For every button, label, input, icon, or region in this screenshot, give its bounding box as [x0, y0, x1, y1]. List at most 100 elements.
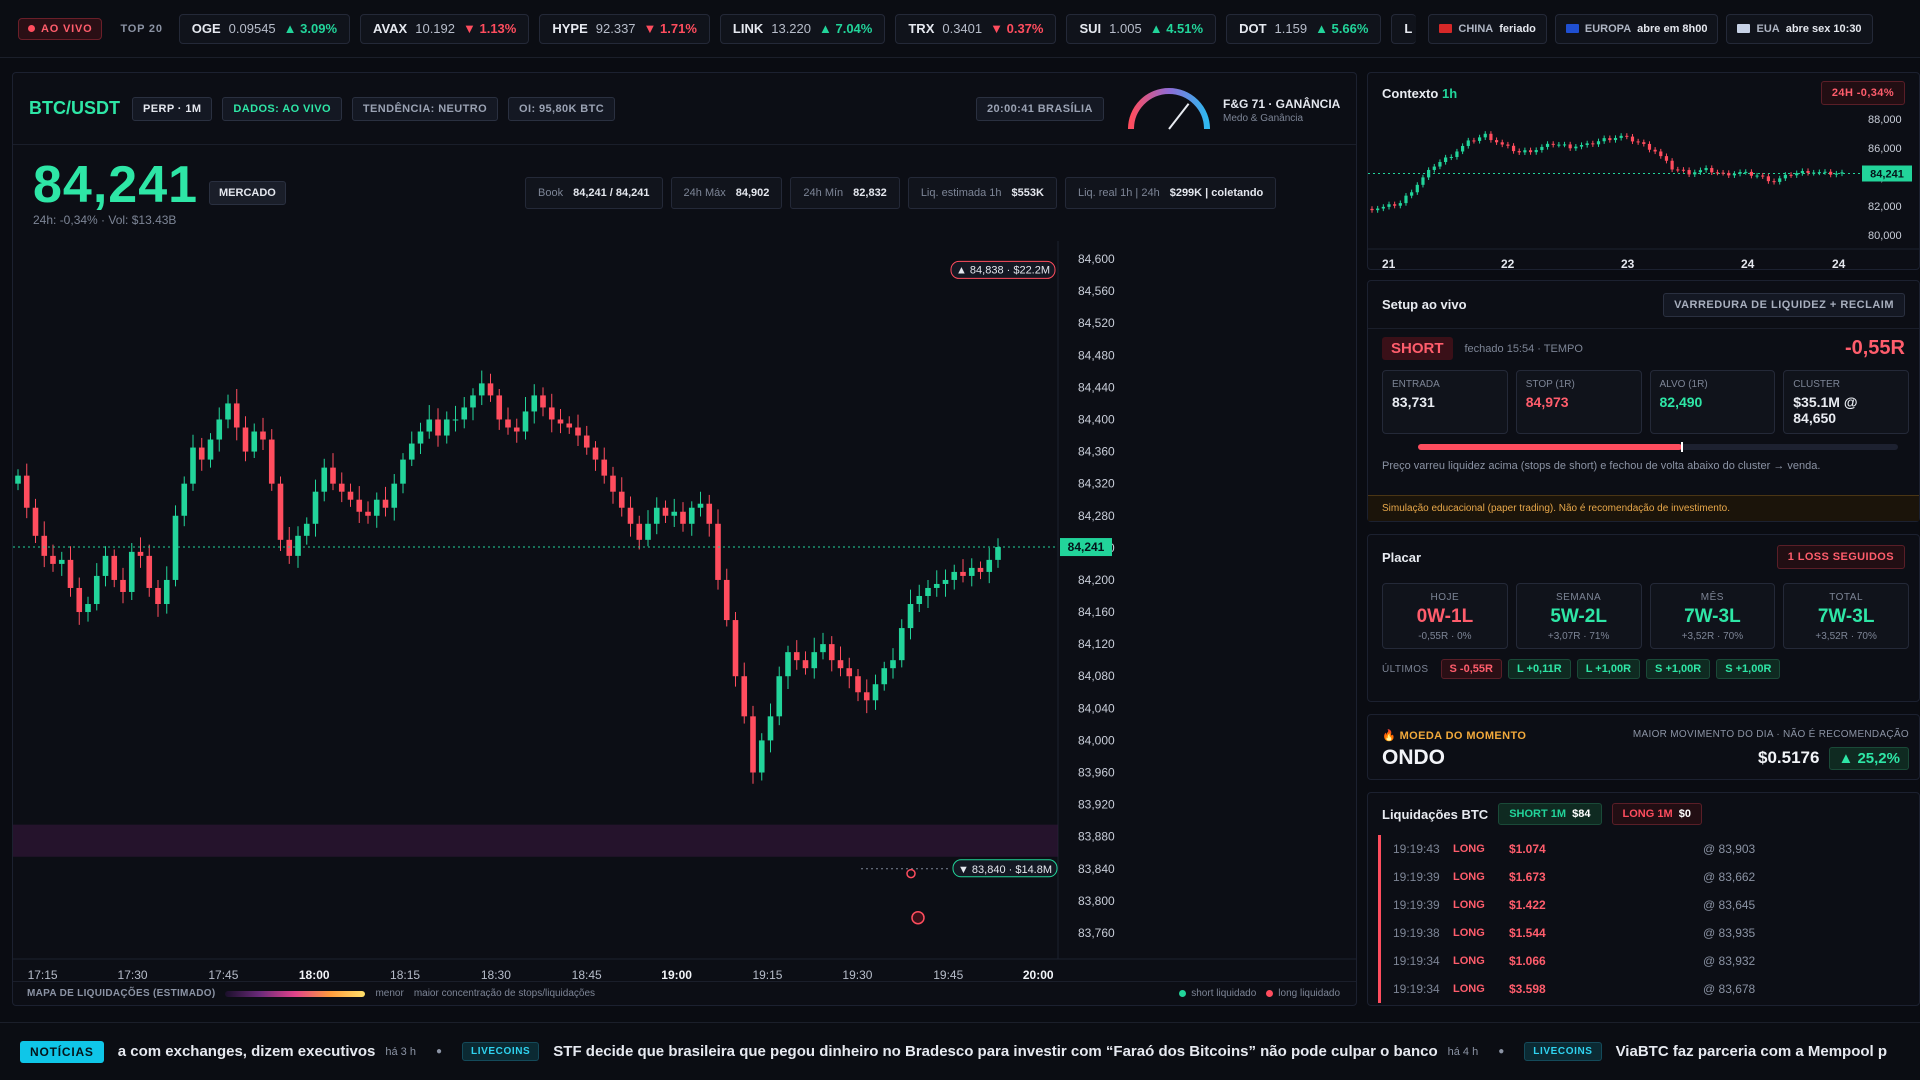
context-change-badge: 24H -0,34% [1820, 81, 1905, 105]
pair-symbol[interactable]: BTC/USDT [29, 98, 120, 118]
context-panel: Contexto 1h 24H -0,34% 88,00086,00084,00… [1367, 72, 1920, 271]
ctx-candle [1772, 178, 1776, 185]
setup-strategy-badge: VARREDURA DE LIQUIDEZ + RECLAIM [1663, 292, 1905, 317]
candlestick-chart[interactable]: 84,600 84,560 84,520 84,480 84,440 84,400 84,3… [13, 241, 1356, 981]
ctx-candle [1449, 154, 1453, 161]
y-tick-label: 84,160 [1078, 605, 1115, 619]
ticker-price: 92.337 [595, 21, 636, 36]
candle [216, 407, 223, 452]
candle [557, 409, 564, 434]
candle [41, 521, 48, 568]
candle [627, 496, 634, 537]
ticker-sui[interactable]: SUI 1.005 ▲ 4.51% [1066, 13, 1217, 44]
heat-gradient [225, 990, 366, 997]
candle [32, 498, 39, 544]
long-dot-icon [1266, 989, 1274, 997]
liquidation-row: 19:19:38 LONG $1.544 @ 83,935 [1378, 919, 1905, 947]
ctx-candle [1817, 169, 1821, 176]
news-tag: NOTÍCIAS [20, 1040, 104, 1063]
candle [373, 492, 380, 528]
candle [828, 636, 835, 672]
ctx-candle [1477, 134, 1482, 144]
ticker-dot[interactable]: DOT 1.159 ▲ 5.66% [1226, 13, 1382, 44]
news-age: há 3 h [385, 1045, 416, 1058]
x-tick-label: 19:45 [933, 968, 963, 981]
ticker-l[interactable]: L [1391, 13, 1417, 44]
setup-panel: Setup ao vivo VARREDURA DE LIQUIDEZ + RE… [1367, 280, 1920, 522]
ticker-avax[interactable]: AVAX 10.192 ▼ 1.13% [360, 13, 530, 44]
context-chart[interactable]: 88,00086,00084,00082,00080,0002122232424… [1368, 113, 1919, 271]
candle [408, 431, 415, 467]
ticker-symbol: LINK [732, 21, 764, 36]
candle [951, 564, 958, 590]
high-cluster-marker[interactable]: ▲ 84,838 · $22.2M [950, 260, 1056, 279]
score-card-mês: MÊS 7W-3L +3,52R · 70% [1649, 583, 1776, 649]
ctx-candle [1721, 170, 1725, 176]
ticker-trx[interactable]: TRX 0.3401 ▼ 0.37% [895, 13, 1057, 44]
news-items: a com exchanges, dizem executivos há 3 h ●… [118, 1042, 1897, 1061]
candle [102, 546, 109, 587]
ctx-y-tick: 88,000 [1868, 114, 1902, 126]
ctx-x-tick: 24 [1741, 257, 1755, 269]
news-source: LIVECOINS [1524, 1042, 1602, 1061]
ticker-price: 0.09545 [228, 21, 276, 36]
news-headline[interactable]: a com exchanges, dizem executivos [117, 1043, 376, 1060]
candle [872, 674, 879, 710]
candle [312, 479, 319, 537]
low-cluster-marker[interactable]: ▼ 83,840 · $14.8M [861, 859, 1058, 878]
ctx-candle [1625, 133, 1629, 140]
news-headline[interactable]: ViaBTC faz parceria com a Mempool p [1615, 1043, 1888, 1060]
setup-progress-fill [1418, 442, 1683, 452]
candle [592, 441, 599, 471]
stat-item: 24h Mín 82,832 [790, 177, 900, 209]
candle [601, 447, 608, 484]
news-headline[interactable]: STF decide que brasileira que pegou dinh… [553, 1043, 1438, 1060]
ticker-change: ▲ 3.09% [283, 21, 338, 36]
market-china: CHINA feriado [1428, 13, 1547, 44]
candle [435, 408, 441, 447]
ticker-oge[interactable]: OGE 0.09545 ▲ 3.09% [178, 13, 351, 44]
candle [548, 393, 555, 433]
candle [907, 589, 914, 640]
candle [723, 568, 730, 627]
recent-result-pill: L +0,11R [1507, 659, 1571, 679]
ctx-candle [1596, 138, 1601, 147]
candle [286, 526, 293, 564]
setup-level-cluster: CLUSTER $35.1M @ 84,650 [1783, 370, 1909, 434]
context-timeframe[interactable]: 1h [1441, 85, 1458, 101]
candle [242, 416, 249, 462]
ctx-candle [1585, 140, 1589, 148]
ctx-candle [1840, 169, 1844, 177]
y-tick-label: 83,760 [1078, 926, 1115, 940]
svg-text:▼ 83,840 · $14.8M: ▼ 83,840 · $14.8M [958, 864, 1052, 876]
ctx-candle [1528, 147, 1533, 155]
arrow-down-icon: ▼ [463, 21, 480, 36]
ctx-candle [1506, 141, 1510, 149]
x-tick-label: 20:00 [1023, 968, 1054, 981]
candle [163, 566, 170, 614]
timeframe-chip[interactable]: PERP · 1M [132, 96, 213, 121]
ctx-candle [1829, 169, 1833, 178]
x-tick-label: 17:30 [118, 968, 148, 981]
y-tick-label: 84,360 [1078, 445, 1115, 459]
fear-greed-readout: F&G 71 · GANÂNCIA Medo & Ganância [1223, 97, 1341, 124]
candle [330, 453, 336, 491]
ctx-candle [1619, 133, 1623, 141]
coin-of-the-moment[interactable]: 🔥 MOEDA DO MOMENTO MAIOR MOVIMENTO DO DI… [1367, 714, 1920, 780]
candle [76, 577, 83, 625]
candle [400, 453, 406, 494]
candle [67, 546, 74, 597]
ticker-link[interactable]: LINK 13.220 ▲ 7.04% [719, 13, 886, 44]
ticker-hype[interactable]: HYPE 92.337 ▼ 1.71% [539, 13, 710, 44]
candle [933, 570, 940, 597]
liquidation-map-legend: MAPA DE LIQUIDAÇÕES (ESTIMADO) menor mai… [13, 981, 1356, 1005]
setup-progress [1418, 442, 1898, 452]
ctx-candle [1370, 206, 1374, 213]
market-mode-badge[interactable]: MERCADO [209, 181, 286, 205]
ctx-candle [1410, 189, 1414, 199]
svg-text:▲ 84,838 · $22.2M: ▲ 84,838 · $22.2M [956, 264, 1050, 276]
ctx-candle [1387, 201, 1391, 210]
legend-max: maior concentração de stops/liquidações [413, 988, 596, 999]
candle [706, 494, 713, 537]
market-eua: EUA abre sex 10:30 [1726, 13, 1873, 44]
